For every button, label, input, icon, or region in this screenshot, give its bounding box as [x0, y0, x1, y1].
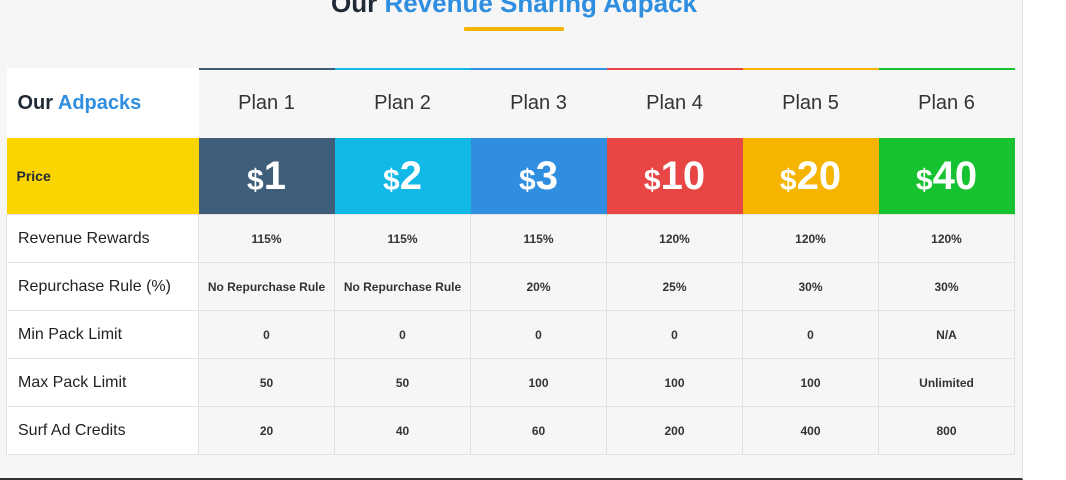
table-cell: 40	[334, 406, 471, 455]
table-cell: 25%	[606, 262, 743, 311]
table-cell: 0	[470, 310, 607, 359]
price-amount: 1	[263, 153, 286, 198]
price-amount: 2	[399, 153, 422, 198]
table-cell: 20	[198, 406, 335, 455]
row-label: Max Pack Limit	[6, 358, 199, 407]
table-row: Max Pack Limit 50 50 100 100 100 Unlimit…	[6, 358, 1015, 407]
plan-name: Plan 1	[198, 68, 335, 138]
row-label: Revenue Rewards	[6, 214, 199, 263]
corner-title-accent: Adpacks	[57, 91, 142, 114]
table-cell: 30%	[742, 262, 879, 311]
plan-name: Plan 4	[606, 68, 743, 138]
table-cell: 115%	[198, 214, 335, 263]
heading-prefix: Our	[330, 0, 378, 18]
table-cell: 50	[334, 358, 471, 407]
currency-symbol: $	[779, 163, 797, 197]
table-corner-title: Our Adpacks	[6, 68, 199, 138]
heading-underline	[464, 27, 564, 31]
row-label: Surf Ad Credits	[6, 406, 199, 455]
row-label: Min Pack Limit	[6, 310, 199, 359]
plan-price: $10	[606, 138, 743, 215]
table-cell: 0	[606, 310, 743, 359]
table-cell: N/A	[878, 310, 1015, 359]
table-cell: 60	[470, 406, 607, 455]
table-cell: 120%	[878, 214, 1015, 263]
adpack-plans-table: Our Adpacks Plan 1 Plan 2 Plan 3 Plan 4 …	[6, 68, 1015, 455]
price-amount: 3	[535, 153, 558, 198]
table-cell: 0	[742, 310, 879, 359]
table-cell: Unlimited	[878, 358, 1015, 407]
price-amount: 20	[796, 153, 842, 198]
table-cell: 50	[198, 358, 335, 407]
plan-name: Plan 5	[742, 68, 879, 138]
table-cell: 200	[606, 406, 743, 455]
table-cell: 100	[470, 358, 607, 407]
price-amount: 10	[660, 153, 706, 198]
plan-price: $3	[470, 138, 607, 215]
corner-title-prefix: Our	[17, 91, 54, 114]
section-heading: Our Revenue Sharing Adpack	[0, 0, 1028, 19]
table-cell: 0	[198, 310, 335, 359]
plan-name: Plan 2	[334, 68, 471, 138]
plan-name: Plan 3	[470, 68, 607, 138]
price-row: Price $1 $2 $3 $10 $20 $40	[6, 138, 1015, 215]
table-cell: 100	[742, 358, 879, 407]
currency-symbol: $	[519, 163, 536, 197]
currency-symbol: $	[247, 163, 264, 197]
plan-price: $20	[742, 138, 879, 215]
heading-accent: Revenue Sharing Adpack	[384, 0, 698, 18]
table-cell: 20%	[470, 262, 607, 311]
table-cell: 120%	[606, 214, 743, 263]
table-cell: 30%	[878, 262, 1015, 311]
currency-symbol: $	[643, 163, 661, 197]
plan-name: Plan 6	[878, 68, 1015, 138]
table-cell: 800	[878, 406, 1015, 455]
adpack-panel: Our Revenue Sharing Adpack Our Adpacks P…	[0, 0, 1023, 480]
currency-symbol: $	[915, 163, 933, 197]
plan-price: $40	[878, 138, 1015, 215]
table-cell: 120%	[742, 214, 879, 263]
price-amount: 40	[932, 153, 978, 198]
row-label: Repurchase Rule (%)	[6, 262, 199, 311]
table-cell: No Repurchase Rule	[198, 262, 335, 311]
plan-price: $1	[198, 138, 335, 215]
table-row: Revenue Rewards 115% 115% 115% 120% 120%…	[6, 214, 1015, 263]
table-cell: 115%	[334, 214, 471, 263]
table-cell: No Repurchase Rule	[334, 262, 471, 311]
table-cell: 0	[334, 310, 471, 359]
table-row: Surf Ad Credits 20 40 60 200 400 800	[6, 406, 1015, 455]
plan-price: $2	[334, 138, 471, 215]
table-row: Min Pack Limit 0 0 0 0 0 N/A	[6, 310, 1015, 359]
table-cell: 115%	[470, 214, 607, 263]
table-cell: 400	[742, 406, 879, 455]
table-row: Repurchase Rule (%) No Repurchase Rule N…	[6, 262, 1015, 311]
currency-symbol: $	[383, 163, 400, 197]
plan-header-row: Our Adpacks Plan 1 Plan 2 Plan 3 Plan 4 …	[6, 68, 1015, 138]
table-cell: 100	[606, 358, 743, 407]
price-label: Price	[6, 138, 199, 215]
